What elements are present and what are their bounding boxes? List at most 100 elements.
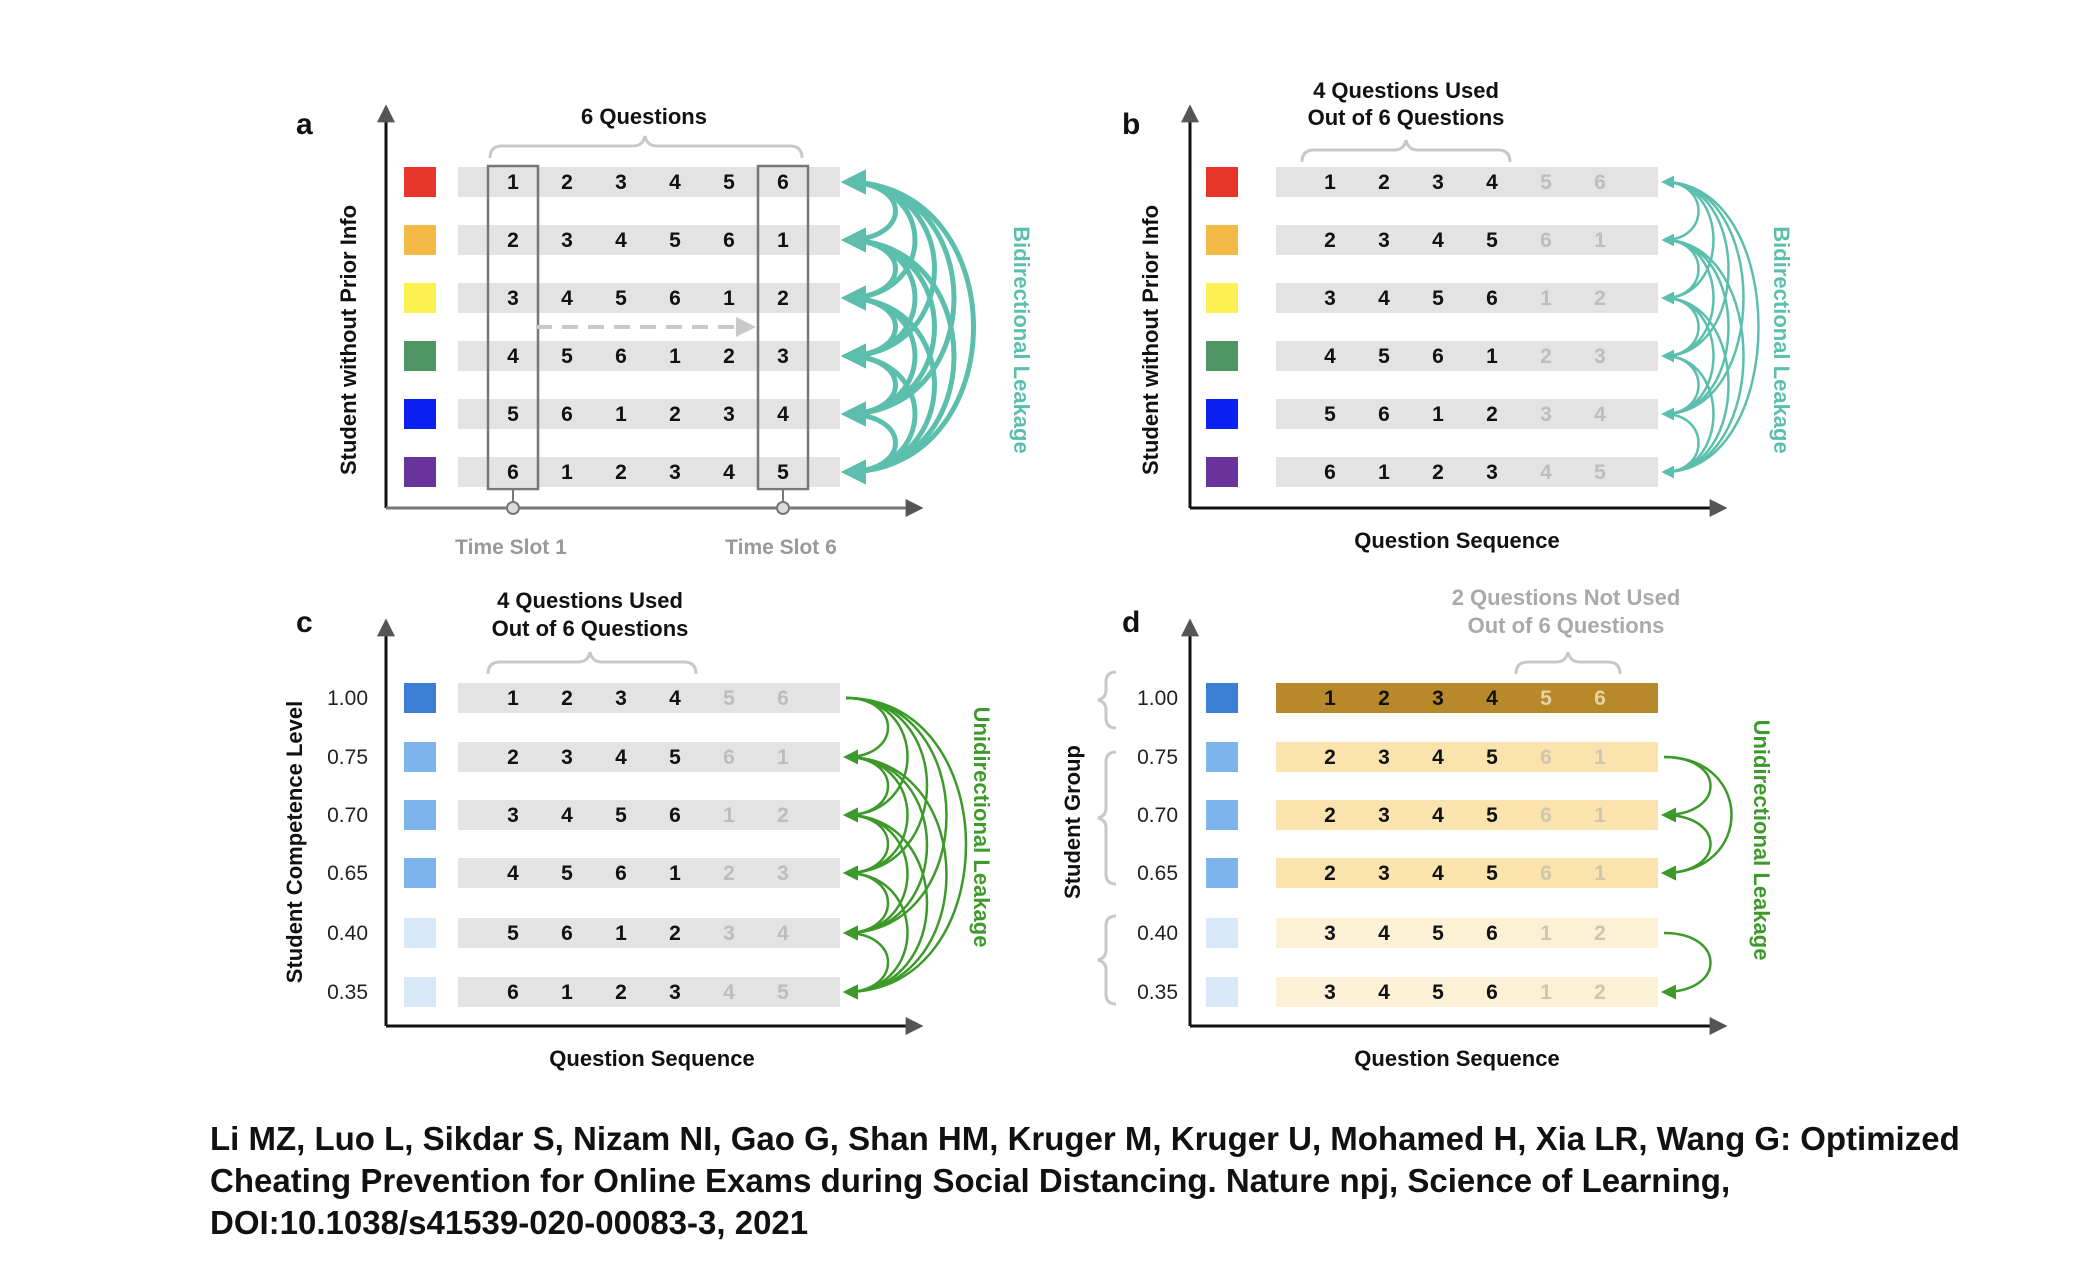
level-label-c-2: 0.75 [327, 746, 368, 769]
question-number-d-3-2: 3 [1378, 804, 1390, 827]
leakage-arc-b-4 [1661, 175, 1745, 421]
question-number-a-5-1: 5 [507, 403, 519, 426]
question-bar-c-6 [458, 977, 840, 1007]
question-number-b-1-1: 1 [1324, 171, 1336, 194]
question-number-c-5-6: 4 [777, 922, 789, 945]
leakage-arc-c-3 [843, 696, 929, 881]
student-color-d-3 [1206, 800, 1238, 830]
question-number-d-1-6: 6 [1594, 687, 1606, 710]
question-number-a-5-5: 3 [723, 403, 735, 426]
question-bar-d-1 [1276, 683, 1658, 713]
rows-b: 1 2 3 4 5 6 2 3 4 5 6 1 3 4 5 6 1 2 4 5 6 1 2 3 5 6 1 2 3 4 6 1 2 3 4 5 [1206, 167, 1658, 487]
bracket-title-b-line2: Out of 6 Questions [1308, 105, 1505, 130]
question-number-b-4-5: 2 [1540, 345, 1552, 368]
question-number-d-1-4: 4 [1486, 687, 1498, 710]
time-slot-1-label: Time Slot 1 [455, 536, 567, 559]
student-color-a-6 [404, 457, 436, 487]
student-color-c-1 [404, 683, 436, 713]
question-number-b-3-2: 4 [1378, 287, 1390, 310]
leakage-arcs-b [1661, 175, 1760, 479]
question-number-b-5-2: 6 [1378, 403, 1390, 426]
question-number-c-4-4: 1 [669, 862, 681, 885]
question-number-d-5-5: 1 [1540, 922, 1552, 945]
question-number-c-6-4: 3 [669, 981, 681, 1004]
panel-a: a Student without Prior Info 6 Questions… [296, 104, 1034, 559]
question-number-b-5-4: 2 [1486, 403, 1498, 426]
question-number-b-6-1: 6 [1324, 461, 1336, 484]
question-number-a-4-2: 5 [561, 345, 573, 368]
question-number-d-6-2: 4 [1378, 981, 1390, 1004]
bracket-title-d-line1: 2 Questions Not Used [1452, 585, 1681, 610]
question-bar-c-5 [458, 918, 840, 948]
question-number-d-4-5: 6 [1540, 862, 1552, 885]
student-color-a-4 [404, 341, 436, 371]
question-number-c-1-1: 1 [507, 687, 519, 710]
side-label-a: Bidirectional Leakage [1009, 226, 1034, 453]
question-number-b-2-2: 3 [1378, 229, 1390, 252]
question-number-b-6-6: 5 [1594, 461, 1606, 484]
y-axis-title-d: Student Group [1060, 745, 1085, 899]
panel-d: d Student Group 2 Questions Not Used Out… [1060, 585, 1774, 1071]
question-bar-b-5 [1276, 399, 1658, 429]
question-number-b-5-1: 5 [1324, 403, 1336, 426]
question-number-a-2-1: 2 [507, 229, 519, 252]
question-number-c-2-4: 5 [669, 746, 681, 769]
panel-letter-c: c [296, 606, 313, 639]
student-color-b-4 [1206, 341, 1238, 371]
bracket-title-a: 6 Questions [581, 104, 707, 129]
level-label-c-6: 0.35 [327, 981, 368, 1004]
question-number-a-1-1: 1 [507, 171, 519, 194]
question-number-b-2-4: 5 [1486, 229, 1498, 252]
question-bar-c-3 [458, 800, 840, 830]
question-number-a-4-3: 6 [615, 345, 627, 368]
x-axis-title-b: Question Sequence [1354, 528, 1559, 553]
question-number-c-3-5: 1 [723, 804, 735, 827]
question-number-a-2-6: 1 [777, 229, 789, 252]
question-number-b-2-6: 1 [1594, 229, 1606, 252]
bracket-title-b-line1: 4 Questions Used [1313, 78, 1499, 103]
question-number-a-3-6: 2 [777, 287, 789, 310]
question-number-a-4-4: 1 [669, 345, 681, 368]
question-number-d-3-5: 6 [1540, 804, 1552, 827]
leakage-arc-d-3 [1661, 813, 1712, 881]
leakage-arc-d-4 [1661, 931, 1712, 1000]
question-number-c-2-5: 6 [723, 746, 735, 769]
student-color-c-3 [404, 800, 436, 830]
question-number-d-4-2: 3 [1378, 862, 1390, 885]
question-number-a-3-3: 5 [615, 287, 627, 310]
x-axis-title-c: Question Sequence [549, 1046, 754, 1071]
question-number-d-6-6: 2 [1594, 981, 1606, 1004]
question-number-b-3-4: 6 [1486, 287, 1498, 310]
question-number-d-4-1: 2 [1324, 862, 1336, 885]
question-number-c-4-1: 4 [507, 862, 519, 885]
question-number-d-5-4: 6 [1486, 922, 1498, 945]
question-number-b-1-3: 3 [1432, 171, 1444, 194]
question-number-d-2-6: 1 [1594, 746, 1606, 769]
student-color-b-6 [1206, 457, 1238, 487]
student-color-d-6 [1206, 977, 1238, 1007]
question-number-a-3-2: 4 [561, 287, 573, 310]
question-number-b-2-3: 4 [1432, 229, 1444, 252]
question-number-d-5-6: 2 [1594, 922, 1606, 945]
question-number-d-6-5: 1 [1540, 981, 1552, 1004]
time-slot-6-box [756, 164, 810, 491]
question-number-c-6-3: 2 [615, 981, 627, 1004]
bracket-title-d-line2: Out of 6 Questions [1468, 613, 1665, 638]
panel-letter-b: b [1122, 108, 1140, 141]
question-number-d-1-1: 1 [1324, 687, 1336, 710]
level-label-d-2: 0.75 [1137, 746, 1178, 769]
question-number-a-3-1: 3 [507, 287, 519, 310]
question-bar-a-5 [458, 399, 840, 429]
question-number-d-1-2: 2 [1378, 687, 1390, 710]
student-color-c-4 [404, 858, 436, 888]
leakage-arc-c-12 [843, 813, 929, 1000]
level-label-c-5: 0.40 [327, 922, 368, 945]
question-number-c-1-3: 3 [615, 687, 627, 710]
question-number-c-5-5: 3 [723, 922, 735, 945]
side-label-d: Unidirectional Leakage [1749, 720, 1774, 961]
leakage-arc-b-15 [1661, 407, 1700, 479]
question-number-a-1-3: 3 [615, 171, 627, 194]
brace-c [486, 651, 698, 675]
question-number-d-6-4: 6 [1486, 981, 1498, 1004]
